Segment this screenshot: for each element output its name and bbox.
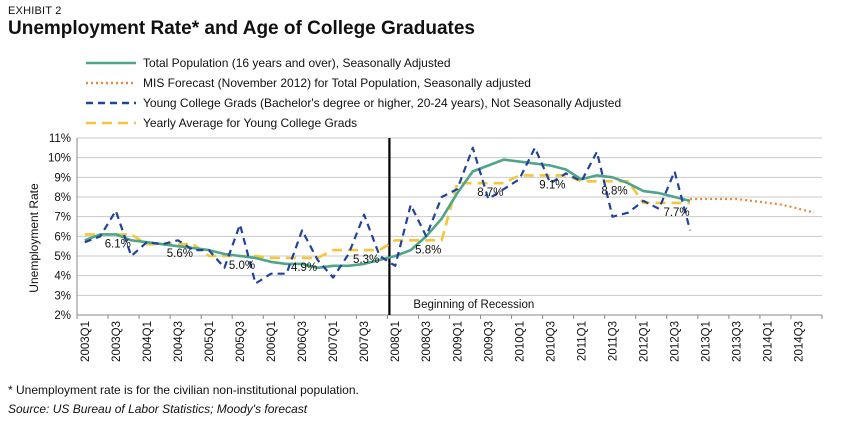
series-line-2	[84, 146, 692, 285]
data-label: 5.0%	[229, 260, 255, 272]
data-label: 8.7%	[477, 187, 503, 199]
x-tick-label: 2008Q3	[421, 321, 433, 362]
y-tick-label: 10%	[48, 153, 71, 165]
y-tick-label: 8%	[54, 192, 71, 204]
legend-entry: Yearly Average for Young College Grads	[143, 116, 357, 130]
x-tick-label: 2004Q1	[142, 321, 154, 362]
legend-entry: MIS Forecast (November 2012) for Total P…	[143, 76, 531, 90]
x-tick-label: 2006Q3	[297, 321, 309, 362]
x-tick-label: 2013Q3	[732, 321, 744, 362]
y-tick-label: 3%	[54, 290, 71, 302]
y-axis-ticks: 2% 3% 4% 5% 6% 7% 8% 9% 10% 11%	[48, 133, 71, 322]
x-tick-label: 2009Q3	[483, 321, 495, 362]
x-tick-label: 2010Q1	[514, 321, 526, 362]
x-tick-label: 2007Q3	[359, 321, 371, 362]
data-label: 5.8%	[415, 244, 441, 256]
x-tick-label: 2013Q1	[701, 321, 713, 362]
x-tick-label: 2010Q3	[545, 321, 557, 362]
y-tick-label: 6%	[54, 231, 71, 243]
y-tick-label: 9%	[54, 172, 71, 184]
data-label: 8.8%	[601, 185, 627, 197]
footnote: * Unemployment rate is for the civilian …	[8, 383, 359, 397]
series-layer	[84, 138, 815, 315]
legend-entry: Young College Grads (Bachelor's degree o…	[143, 96, 621, 110]
data-label: 7.7%	[663, 207, 689, 219]
x-tick-label: 2006Q1	[266, 321, 278, 362]
annotations-layer: Beginning of Recession 6.1% 5.6% 5.0% 4.9% 5.…	[105, 179, 690, 311]
gridlines	[76, 137, 822, 316]
data-label: 6.1%	[105, 238, 131, 250]
y-tick-label: 7%	[54, 212, 71, 224]
y-axis-label: Unemployment Rate	[27, 183, 41, 293]
x-tick-label: 2014Q3	[794, 321, 806, 362]
series-line-1	[690, 197, 815, 214]
legend-entry: Total Population (16 years and over), Se…	[143, 56, 451, 70]
x-tick-label: 2003Q1	[80, 321, 92, 362]
exhibit-label: EXHIBIT 2	[8, 5, 62, 17]
x-tick-label: 2005Q3	[235, 321, 247, 362]
y-tick-label: 11%	[49, 133, 71, 145]
x-tick-label: 2014Q1	[763, 321, 775, 362]
series-line-0	[84, 158, 691, 270]
data-label: 5.6%	[167, 248, 193, 260]
x-tick-label: 2011Q3	[607, 321, 619, 361]
series-line-3	[84, 174, 691, 260]
chart-title: Unemployment Rate* and Age of College Gr…	[8, 18, 475, 39]
x-tick-label: 2011Q1	[576, 321, 588, 361]
x-tick-label: 2004Q3	[173, 321, 185, 362]
unemployment-chart: Total Population (16 years and over), Se…	[27, 56, 823, 362]
source-note: Source: US Bureau of Labor Statistics; M…	[8, 402, 308, 416]
y-tick-label: 5%	[54, 251, 71, 263]
x-tick-label: 2003Q3	[111, 321, 123, 362]
x-tick-label: 2012Q1	[639, 321, 651, 362]
x-tick-label: 2009Q1	[452, 321, 464, 362]
x-tick-label: 2005Q1	[204, 321, 216, 362]
x-tick-label: 2008Q1	[390, 321, 402, 362]
y-tick-label: 2%	[54, 310, 71, 322]
x-tick-label: 2012Q3	[670, 321, 682, 362]
x-tick-label: 2007Q1	[328, 321, 340, 362]
data-label: 9.1%	[539, 179, 565, 191]
chart-legend: Total Population (16 years and over), Se…	[86, 56, 621, 130]
data-label: 4.9%	[291, 262, 317, 274]
x-axis-ticks: 2003Q1 2003Q3 2004Q1 2004Q3 2005Q1 2005Q3 2006…	[76, 315, 823, 362]
data-label: 5.3%	[353, 254, 379, 266]
recession-marker-label: Beginning of Recession	[413, 299, 534, 311]
y-tick-label: 4%	[54, 271, 71, 283]
